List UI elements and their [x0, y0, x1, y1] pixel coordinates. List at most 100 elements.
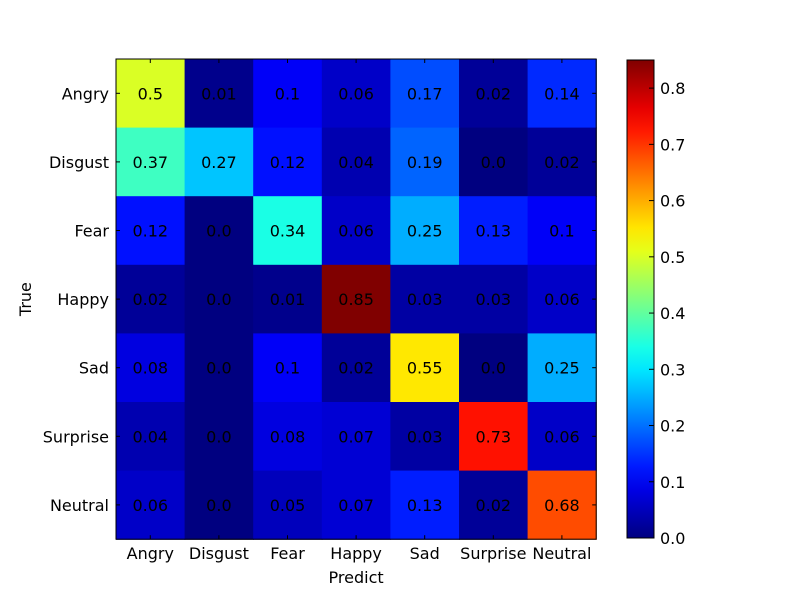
heatmap-cell	[527, 402, 597, 472]
cell-value-label: 0.0	[206, 290, 231, 309]
cell-value-label: 0.06	[338, 84, 374, 103]
heatmap-cell	[321, 59, 391, 129]
heatmap-cell	[116, 127, 186, 197]
x-axis-ticks: Angry Disgust Fear Happy Sad Surprise Neutral	[127, 59, 591, 563]
cell-value-label: 0.0	[206, 359, 231, 378]
cell-value-label: 0.1	[275, 359, 300, 378]
heatmap-cell	[253, 264, 323, 334]
heatmap-cell	[321, 196, 391, 266]
cell-value-label: 0.05	[270, 496, 306, 515]
x-axis-label: Predict	[329, 568, 384, 587]
cell-value-label: 0.0	[481, 153, 506, 172]
heatmap-cell	[253, 402, 323, 472]
cell-value-label: 0.0	[206, 222, 231, 241]
cell-value-label: 0.07	[338, 496, 374, 515]
heatmap-cell	[390, 59, 460, 129]
heatmap-cell	[116, 402, 186, 472]
heatmap-cell	[116, 196, 186, 266]
heatmap-cell	[116, 470, 186, 540]
cell-value-label: 0.12	[132, 222, 168, 241]
cell-value-label: 0.02	[338, 359, 374, 378]
colorbar-tick-label: 0.8	[660, 79, 685, 98]
y-tick-label: Disgust	[49, 153, 109, 172]
heatmap-cell	[390, 470, 460, 540]
heatmap-cell	[184, 196, 254, 266]
heatmap-cell	[321, 264, 391, 334]
heatmap-cell	[459, 333, 529, 403]
heatmap-cell	[527, 59, 597, 129]
heatmap-cell	[184, 264, 254, 334]
heatmap-cell	[459, 402, 529, 472]
y-tick-label: Sad	[79, 359, 109, 378]
cell-value-label: 0.02	[132, 290, 168, 309]
y-axis-label: True	[16, 282, 35, 317]
heatmap-cell	[527, 333, 597, 403]
colorbar-tick-label: 0.5	[660, 248, 685, 267]
heatmap-cell	[116, 59, 186, 129]
colorbar-tick-label: 0.1	[660, 473, 685, 492]
heatmap-cell	[390, 402, 460, 472]
heatmap-cell	[390, 264, 460, 334]
heatmap-cell	[184, 59, 254, 129]
cell-value-label: 0.55	[407, 359, 443, 378]
cell-value-label: 0.25	[407, 222, 443, 241]
cell-value-label: 0.06	[338, 222, 374, 241]
cell-value-label: 0.85	[338, 290, 374, 309]
heatmap-cell	[390, 333, 460, 403]
cell-value-label: 0.02	[475, 84, 511, 103]
y-tick-label: Neutral	[50, 496, 109, 515]
heatmap-cell	[390, 196, 460, 266]
colorbar	[626, 59, 655, 539]
heatmap-cell-labels: 0.5 0.01 0.1 0.06 0.17 0.02 0.14 0.37 0.27 0.12 0.…	[132, 84, 579, 515]
cell-value-label: 0.12	[270, 153, 306, 172]
heatmap-cell	[459, 196, 529, 266]
heatmap-cell	[527, 470, 597, 540]
heatmap-cell	[459, 264, 529, 334]
heatmap-cell	[459, 59, 529, 129]
cell-value-label: 0.03	[475, 290, 511, 309]
heatmap-cell	[527, 196, 597, 266]
cell-value-label: 0.1	[275, 84, 300, 103]
cell-value-label: 0.04	[132, 427, 168, 446]
cell-value-label: 0.02	[475, 496, 511, 515]
cell-value-label: 0.73	[475, 427, 511, 446]
heatmap-cell	[527, 127, 597, 197]
y-tick-label: Happy	[57, 290, 109, 309]
cell-value-label: 0.08	[270, 427, 306, 446]
cell-value-label: 0.0	[481, 359, 506, 378]
heatmap-cell	[390, 127, 460, 197]
cell-value-label: 0.0	[206, 496, 231, 515]
x-tick-label: Angry	[127, 544, 174, 563]
heatmap-cell	[184, 470, 254, 540]
cell-value-label: 0.03	[407, 290, 443, 309]
colorbar-tick-label: 0.4	[660, 304, 685, 323]
cell-value-label: 0.1	[549, 222, 574, 241]
cell-value-label: 0.27	[201, 153, 237, 172]
heatmap-cell	[321, 470, 391, 540]
heatmap-cell	[184, 333, 254, 403]
cell-value-label: 0.14	[544, 84, 580, 103]
heatmap-cell	[253, 127, 323, 197]
heatmap-cell	[253, 470, 323, 540]
heatmap-cell	[184, 402, 254, 472]
heatmap-cell	[321, 402, 391, 472]
cell-value-label: 0.08	[132, 359, 168, 378]
y-tick-label: Fear	[74, 222, 109, 241]
colorbar-ticks: 0.0 0.1 0.2 0.3 0.4 0.5 0.6 0.7 0.8	[649, 79, 685, 548]
colorbar-tick-label: 0.2	[660, 417, 685, 436]
x-tick-label: Neutral	[532, 544, 591, 563]
cell-value-label: 0.13	[475, 222, 511, 241]
cell-value-label: 0.01	[201, 84, 237, 103]
heatmap-cell	[116, 264, 186, 334]
cell-value-label: 0.0	[206, 427, 231, 446]
cell-value-label: 0.5	[138, 84, 163, 103]
cell-value-label: 0.34	[270, 222, 306, 241]
heatmap-cell	[321, 333, 391, 403]
heatmap-cell	[253, 59, 323, 129]
cell-value-label: 0.13	[407, 496, 443, 515]
colorbar-tick-label: 0.0	[660, 529, 685, 548]
cell-value-label: 0.06	[544, 427, 580, 446]
cell-value-label: 0.25	[544, 359, 580, 378]
heatmap-cell	[184, 127, 254, 197]
